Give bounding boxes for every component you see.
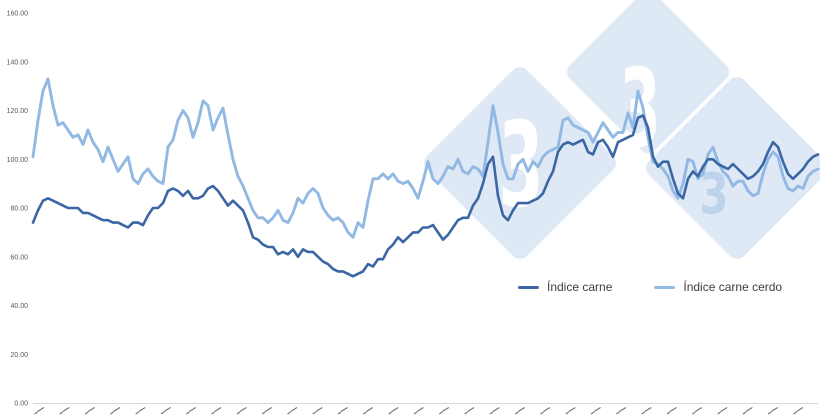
x-axis-tick-label-stub <box>388 407 399 415</box>
watermark-diamond <box>567 0 729 153</box>
legend-item-indice-carne-cerdo: Índice carne cerdo <box>654 280 782 294</box>
x-axis-tick-label-stub <box>565 407 576 415</box>
x-axis-tick-label-stub <box>59 407 70 415</box>
indice-carne-cerdo-line-swatch <box>654 285 676 289</box>
x-axis-tick-label-stub <box>540 407 551 415</box>
x-axis-tick-label-stub <box>84 407 95 415</box>
x-axis-tick-label-stub <box>514 407 525 415</box>
y-axis-tick-label: 20.00 <box>10 352 28 359</box>
legend-label: Índice carne <box>547 280 613 294</box>
x-axis-tick-label-stub <box>641 407 652 415</box>
x-axis-tick-label-stub <box>438 407 450 415</box>
x-axis-tick-label-stub <box>34 407 45 415</box>
indice-carne-line-swatch <box>518 285 539 289</box>
series-lines <box>31 77 820 278</box>
legend: Índice carne Índice carne cerdo <box>518 280 782 294</box>
x-axis-tick-label-stub <box>312 407 323 415</box>
x-axis-tick-label-stub <box>767 407 778 415</box>
y-axis-tick-label: 140.00 <box>7 59 29 66</box>
x-axis-tick-label-stub <box>413 407 424 415</box>
x-axis-tick-label-stub <box>616 407 627 415</box>
legend-item-indice-carne: Índice carne <box>518 280 612 294</box>
x-axis-tick-label-stub <box>793 407 804 415</box>
x-axis-tick-label-stub <box>691 407 703 415</box>
x-axis-tick-label-stub <box>236 407 247 415</box>
x-axis-tick-label-stub <box>717 407 728 415</box>
y-axis-tick-label: 40.00 <box>10 303 28 310</box>
x-axis-tick-label-stub <box>110 407 121 415</box>
x-axis-tick-label-stub <box>211 407 222 415</box>
y-axis-tick-label: 60.00 <box>10 254 28 261</box>
x-axis-tick-label-stub <box>464 407 475 415</box>
x-axis-tick-label-stub <box>135 407 146 415</box>
y-axis-labels: 160.00 140.00 120.00 100.00 80.00 60.00 40.00 2… <box>7 11 29 408</box>
x-axis-tick-label-stub <box>363 407 374 415</box>
x-axis-tick-label-stub <box>742 407 753 415</box>
y-axis-tick-label: 80.00 <box>10 206 28 213</box>
x-axis-tick-label-stub <box>287 407 298 415</box>
y-axis-tick-label: 0.00 <box>14 401 28 408</box>
x-axis-tick-label-stub <box>160 407 171 415</box>
x-axis-tick-label-stub <box>489 407 500 415</box>
x-axis-tick-label-stub <box>666 407 677 415</box>
series-line-indice-carne-cerdo <box>31 77 820 239</box>
y-axis-tick-label: 160.00 <box>7 11 29 18</box>
x-axis-tick-label-stub <box>185 407 197 415</box>
x-axis-tick-label-stub <box>337 407 348 415</box>
series-line-indice-carne <box>31 114 820 278</box>
watermark-digit-3: 3 <box>619 46 660 172</box>
x-axis-tick-label-stub <box>261 407 272 415</box>
legend-label: Índice carne cerdo <box>683 280 783 294</box>
x-axis-tick-stubs <box>34 407 804 415</box>
x-axis-tick-label-stub <box>590 407 601 415</box>
y-axis-tick-label: 120.00 <box>7 108 29 115</box>
y-axis-tick-label: 100.00 <box>7 157 29 164</box>
